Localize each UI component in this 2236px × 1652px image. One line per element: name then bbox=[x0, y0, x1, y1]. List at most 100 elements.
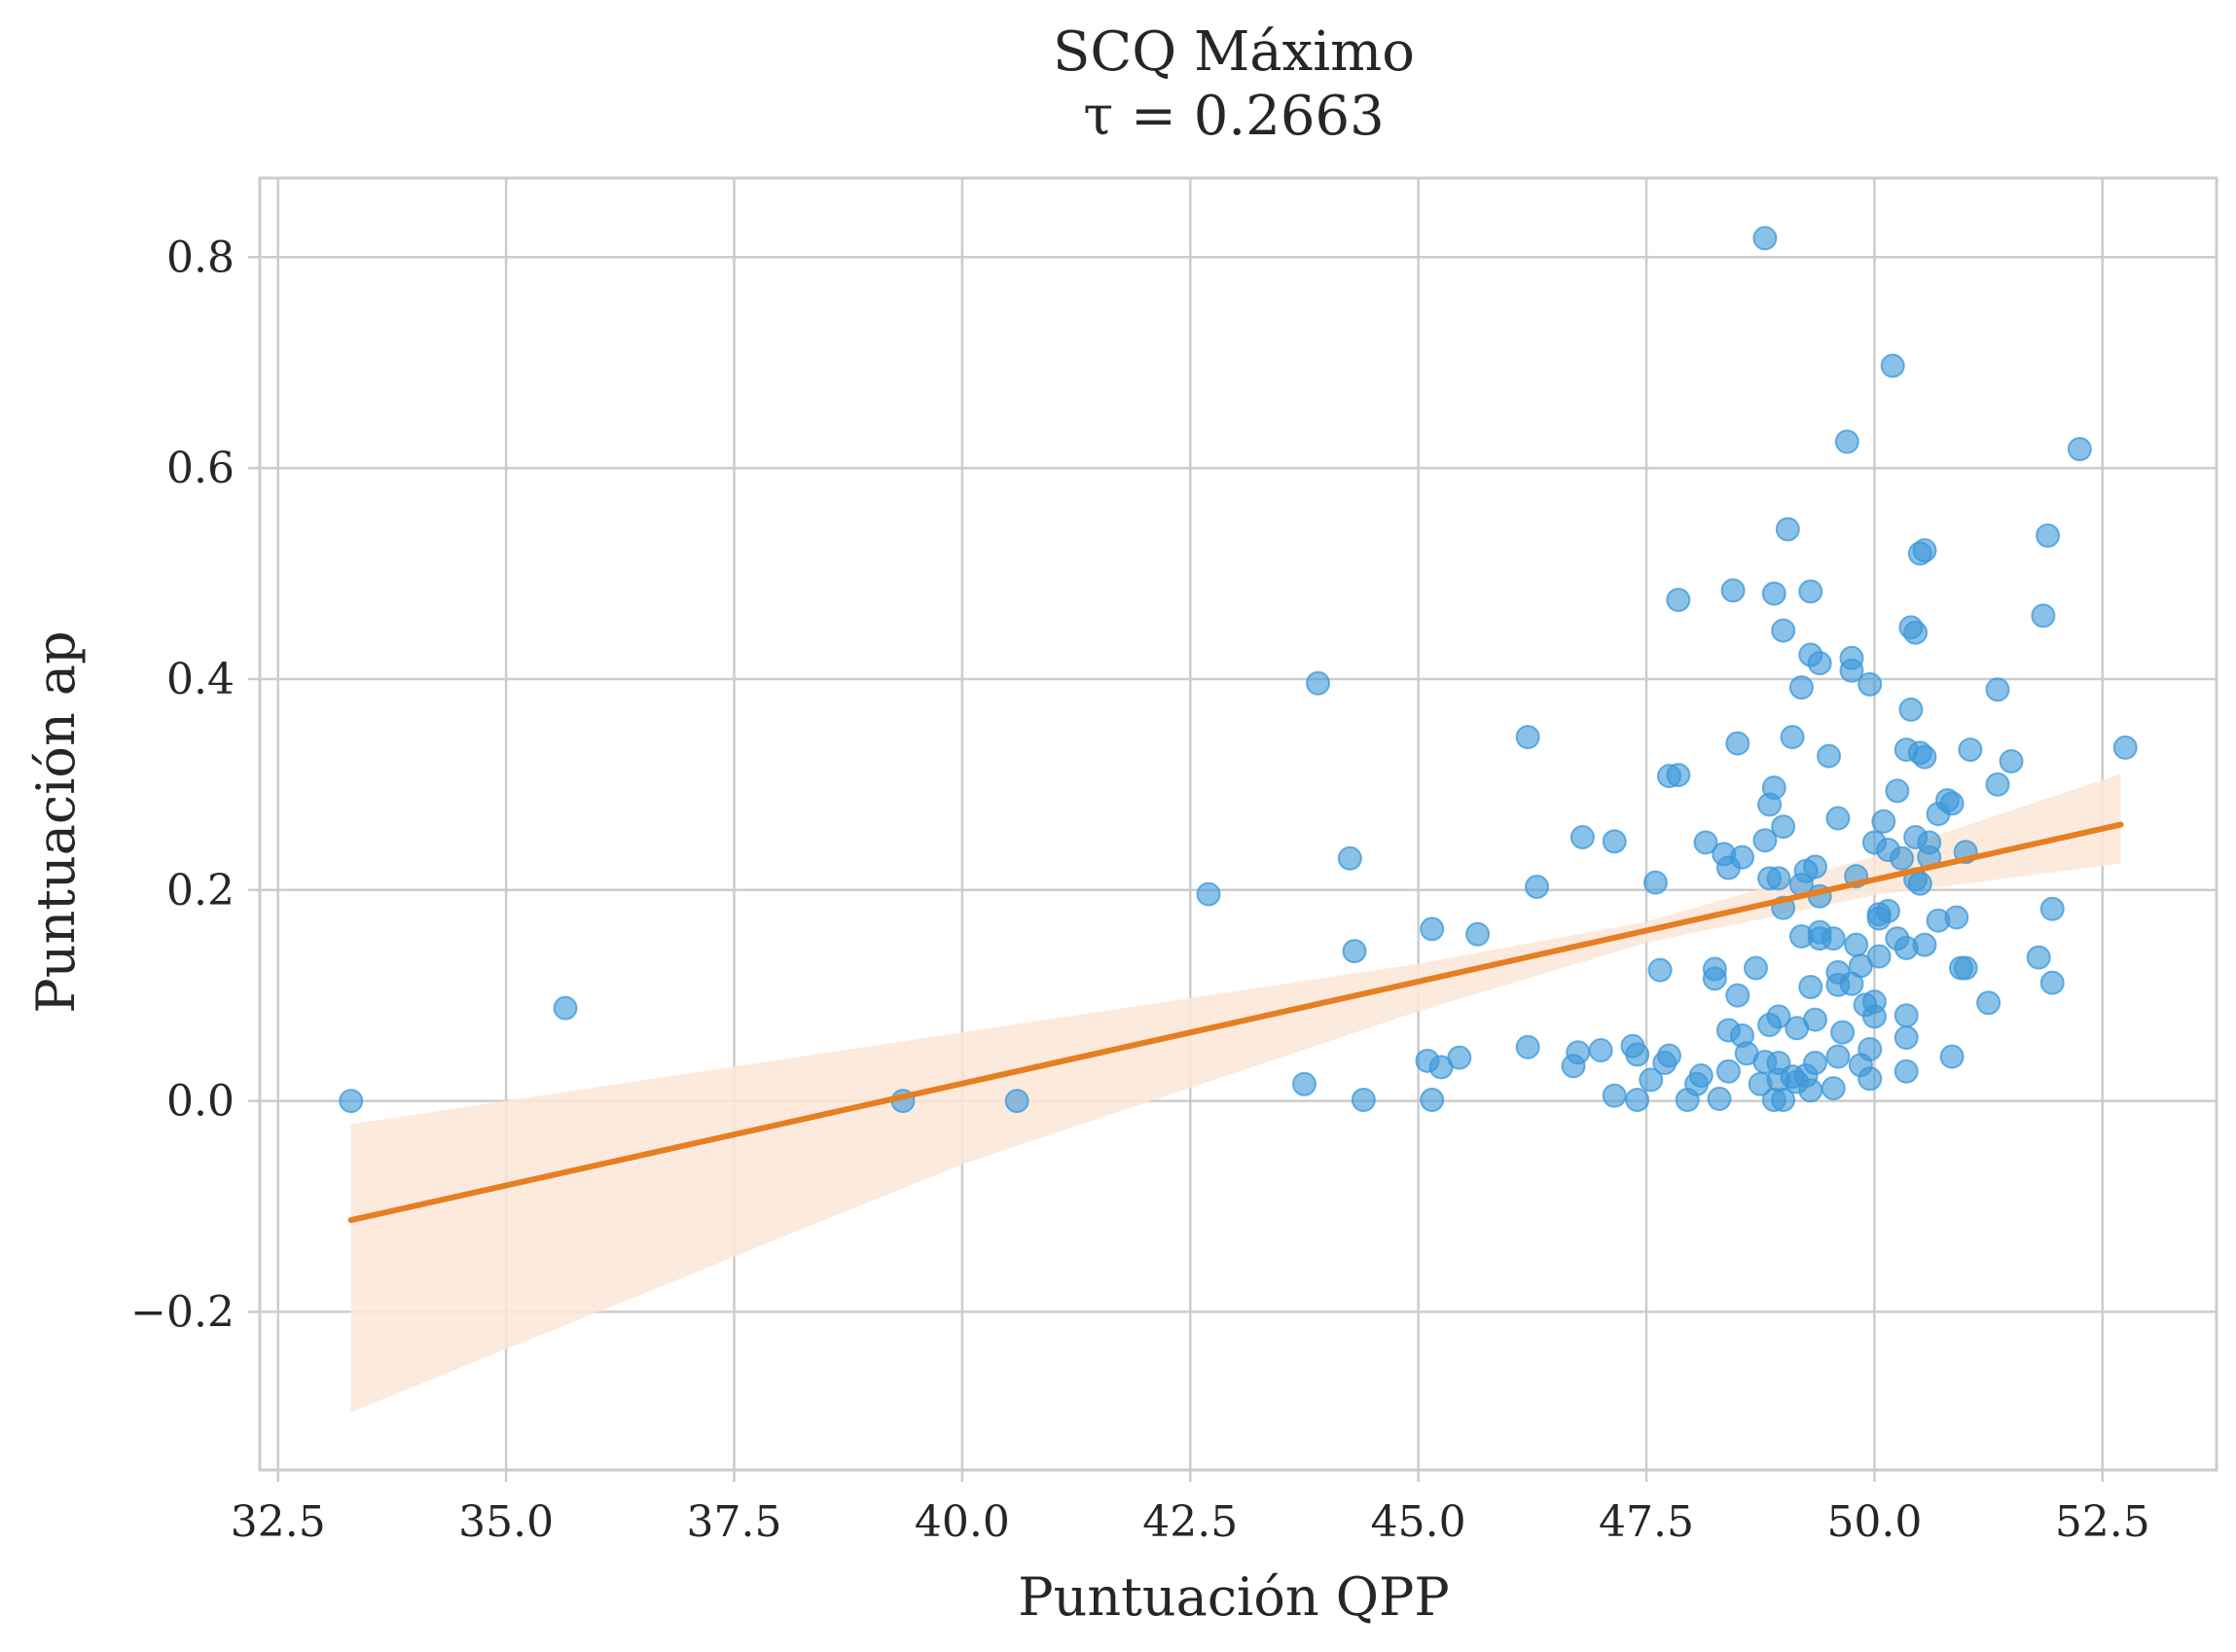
plot-frame bbox=[258, 176, 2218, 1472]
data-point bbox=[1802, 854, 1827, 880]
x-tick-label: 47.5 bbox=[1599, 1497, 1694, 1547]
data-point bbox=[1337, 845, 1362, 871]
data-point bbox=[1707, 1086, 1732, 1111]
data-point bbox=[1798, 1078, 1823, 1103]
x-tick-label: 52.5 bbox=[2055, 1497, 2150, 1547]
x-tick-label: 42.5 bbox=[1142, 1497, 1238, 1547]
y-tick-label: 0.4 bbox=[166, 655, 234, 704]
data-points bbox=[339, 226, 2138, 1114]
y-tick-label: 0.0 bbox=[166, 1077, 234, 1127]
axis-ticks: 32.5 35.0 37.5 40.0 42.5 45.0 47.5 50.0 52.5 −0.2… bbox=[130, 233, 2150, 1547]
data-point bbox=[1771, 814, 1796, 840]
data-point bbox=[1861, 989, 1887, 1015]
data-point bbox=[1871, 808, 1896, 834]
data-point bbox=[2067, 437, 2092, 462]
data-point bbox=[1817, 743, 1842, 769]
data-point bbox=[1656, 1043, 1681, 1068]
data-point bbox=[1569, 825, 1595, 850]
data-point bbox=[1752, 226, 1778, 251]
data-point bbox=[1342, 939, 1367, 964]
data-point bbox=[2036, 523, 2061, 549]
data-point bbox=[1939, 1044, 1965, 1069]
confidence-band bbox=[350, 773, 2121, 1413]
chart-subtitle: τ = 0.2663 bbox=[1083, 85, 1384, 148]
data-point bbox=[1834, 429, 1859, 454]
data-point bbox=[1825, 806, 1851, 831]
data-point bbox=[1688, 1063, 1713, 1089]
data-point bbox=[1752, 828, 1778, 853]
data-point bbox=[1693, 830, 1718, 855]
data-point bbox=[1744, 955, 1769, 981]
data-point bbox=[1639, 1067, 1664, 1093]
data-point bbox=[1780, 725, 1805, 750]
data-point bbox=[1798, 974, 1823, 999]
data-point bbox=[1912, 744, 1937, 770]
data-point bbox=[2112, 735, 2138, 760]
data-point bbox=[1761, 775, 1786, 801]
data-point bbox=[1766, 866, 1791, 891]
data-point bbox=[1825, 1044, 1851, 1069]
data-point bbox=[1725, 983, 1750, 1008]
data-point bbox=[339, 1089, 364, 1114]
data-point bbox=[1666, 763, 1691, 788]
data-point bbox=[1898, 697, 1924, 722]
data-point bbox=[1306, 670, 1331, 696]
data-point bbox=[1725, 731, 1750, 756]
data-point bbox=[2026, 945, 2051, 970]
data-point bbox=[1885, 778, 1910, 804]
data-point bbox=[1890, 845, 1915, 871]
data-point bbox=[1830, 1020, 1856, 1045]
data-point bbox=[1866, 944, 1892, 969]
data-point bbox=[1647, 957, 1673, 983]
data-point bbox=[1761, 581, 1786, 606]
x-axis-label: Puntuación QPP bbox=[1018, 1566, 1449, 1628]
data-point bbox=[1802, 1051, 1827, 1076]
data-point bbox=[1893, 1059, 1919, 1084]
data-point bbox=[1525, 875, 1550, 900]
y-axis-label: Puntuación ap bbox=[25, 630, 87, 1013]
data-point bbox=[1857, 1036, 1883, 1061]
data-point bbox=[1515, 1034, 1540, 1059]
x-tick-label: 32.5 bbox=[231, 1497, 326, 1547]
data-point bbox=[1944, 905, 1969, 930]
data-point bbox=[1465, 921, 1491, 947]
data-point bbox=[1720, 578, 1746, 603]
data-point bbox=[1515, 725, 1540, 750]
chart-title: SCQ Máximo bbox=[1053, 20, 1415, 84]
data-point bbox=[1004, 1089, 1029, 1114]
data-point bbox=[1625, 1042, 1650, 1067]
data-point bbox=[1821, 1076, 1846, 1101]
data-point bbox=[1985, 677, 2010, 702]
data-point bbox=[1715, 1059, 1741, 1084]
data-point bbox=[1798, 579, 1823, 604]
data-point bbox=[1771, 618, 1796, 643]
data-point bbox=[1912, 538, 1937, 563]
data-point bbox=[1702, 966, 1727, 991]
data-point bbox=[2039, 896, 2065, 921]
x-tick-label: 37.5 bbox=[687, 1497, 782, 1547]
x-tick-label: 40.0 bbox=[915, 1497, 1010, 1547]
data-point bbox=[1420, 916, 1445, 942]
regression-line bbox=[347, 821, 2124, 1224]
data-point bbox=[553, 995, 578, 1021]
data-point bbox=[1958, 737, 1983, 763]
data-point bbox=[1893, 1025, 1919, 1051]
data-point bbox=[1729, 844, 1754, 870]
y-tick-label: 0.2 bbox=[166, 866, 234, 916]
data-point bbox=[1912, 932, 1937, 957]
data-point bbox=[1420, 1087, 1445, 1112]
data-point bbox=[1953, 955, 1978, 981]
data-point bbox=[1844, 932, 1869, 957]
data-point bbox=[1907, 871, 1932, 896]
data-point bbox=[2039, 970, 2065, 995]
data-point bbox=[1802, 1007, 1827, 1032]
data-point bbox=[1880, 353, 1905, 378]
data-point bbox=[1939, 791, 1965, 816]
data-point bbox=[1766, 1004, 1791, 1029]
data-point bbox=[1447, 1045, 1472, 1070]
data-point bbox=[1771, 1087, 1796, 1112]
x-tick-label: 35.0 bbox=[458, 1497, 554, 1547]
data-point bbox=[1775, 517, 1800, 542]
data-point bbox=[1602, 1083, 1627, 1108]
